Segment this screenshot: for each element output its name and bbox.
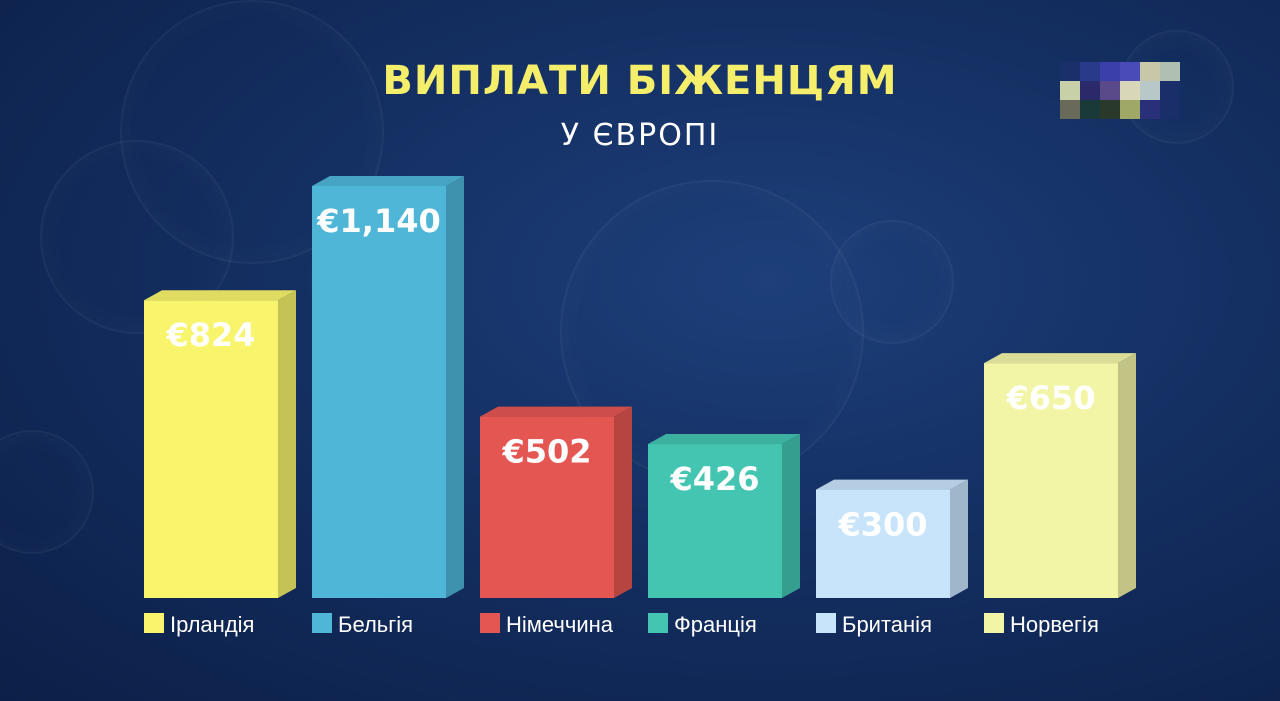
bar-top [816,479,968,490]
chart-subtitle: У ЄВРОПІ [560,118,720,153]
legend-swatch [144,613,164,633]
legend-label: Німеччина [506,612,614,637]
data-label: €502 [501,433,591,471]
legend-swatch [648,613,668,633]
bar-group: €824 Ірландія [144,290,296,637]
data-label: €1,140 [316,202,440,240]
bar-top [480,406,632,417]
legend-swatch [312,613,332,633]
bar-top [312,176,464,186]
legend-swatch [984,613,1004,633]
background-coin-decoration [40,140,234,334]
bar-top [648,434,800,445]
bar [816,489,950,598]
data-label: €824 [165,316,255,354]
bar [312,186,446,598]
bar-group: €650 Норвегія [984,353,1136,637]
bar-side [278,290,296,598]
bar-group: €300 Британія [816,479,968,637]
bar-group: €502 Німеччина [480,406,632,637]
legend-label: Британія [842,612,932,637]
legend-label: Ірландія [170,612,254,637]
bar-top [984,353,1136,364]
bar-side [446,176,464,598]
bar [648,444,782,598]
data-label: €650 [1005,379,1095,417]
bar-side [1118,353,1136,598]
bar-side [782,434,800,598]
bar-group: €1,140 Бельгія [312,176,464,637]
legend-label: Франція [674,612,757,637]
bar-side [950,479,968,598]
legend-swatch [816,613,836,633]
legend-label: Норвегія [1010,612,1099,637]
bar-group: €426 Франція [648,434,800,637]
bar-top [144,290,296,301]
bar [984,363,1118,598]
legend-label: Бельгія [338,612,413,637]
chart-title: ВИПЛАТИ БІЖЕНЦЯМ [382,58,898,104]
data-label: €426 [669,460,759,498]
bar [480,416,614,598]
legend-swatch [480,613,500,633]
bar-side [614,406,632,598]
background-coin-decoration [120,0,384,264]
data-label: €300 [837,506,927,544]
pixelated-logo-icon [1060,62,1180,120]
background-coin-decoration [830,220,954,344]
bar [144,300,278,598]
